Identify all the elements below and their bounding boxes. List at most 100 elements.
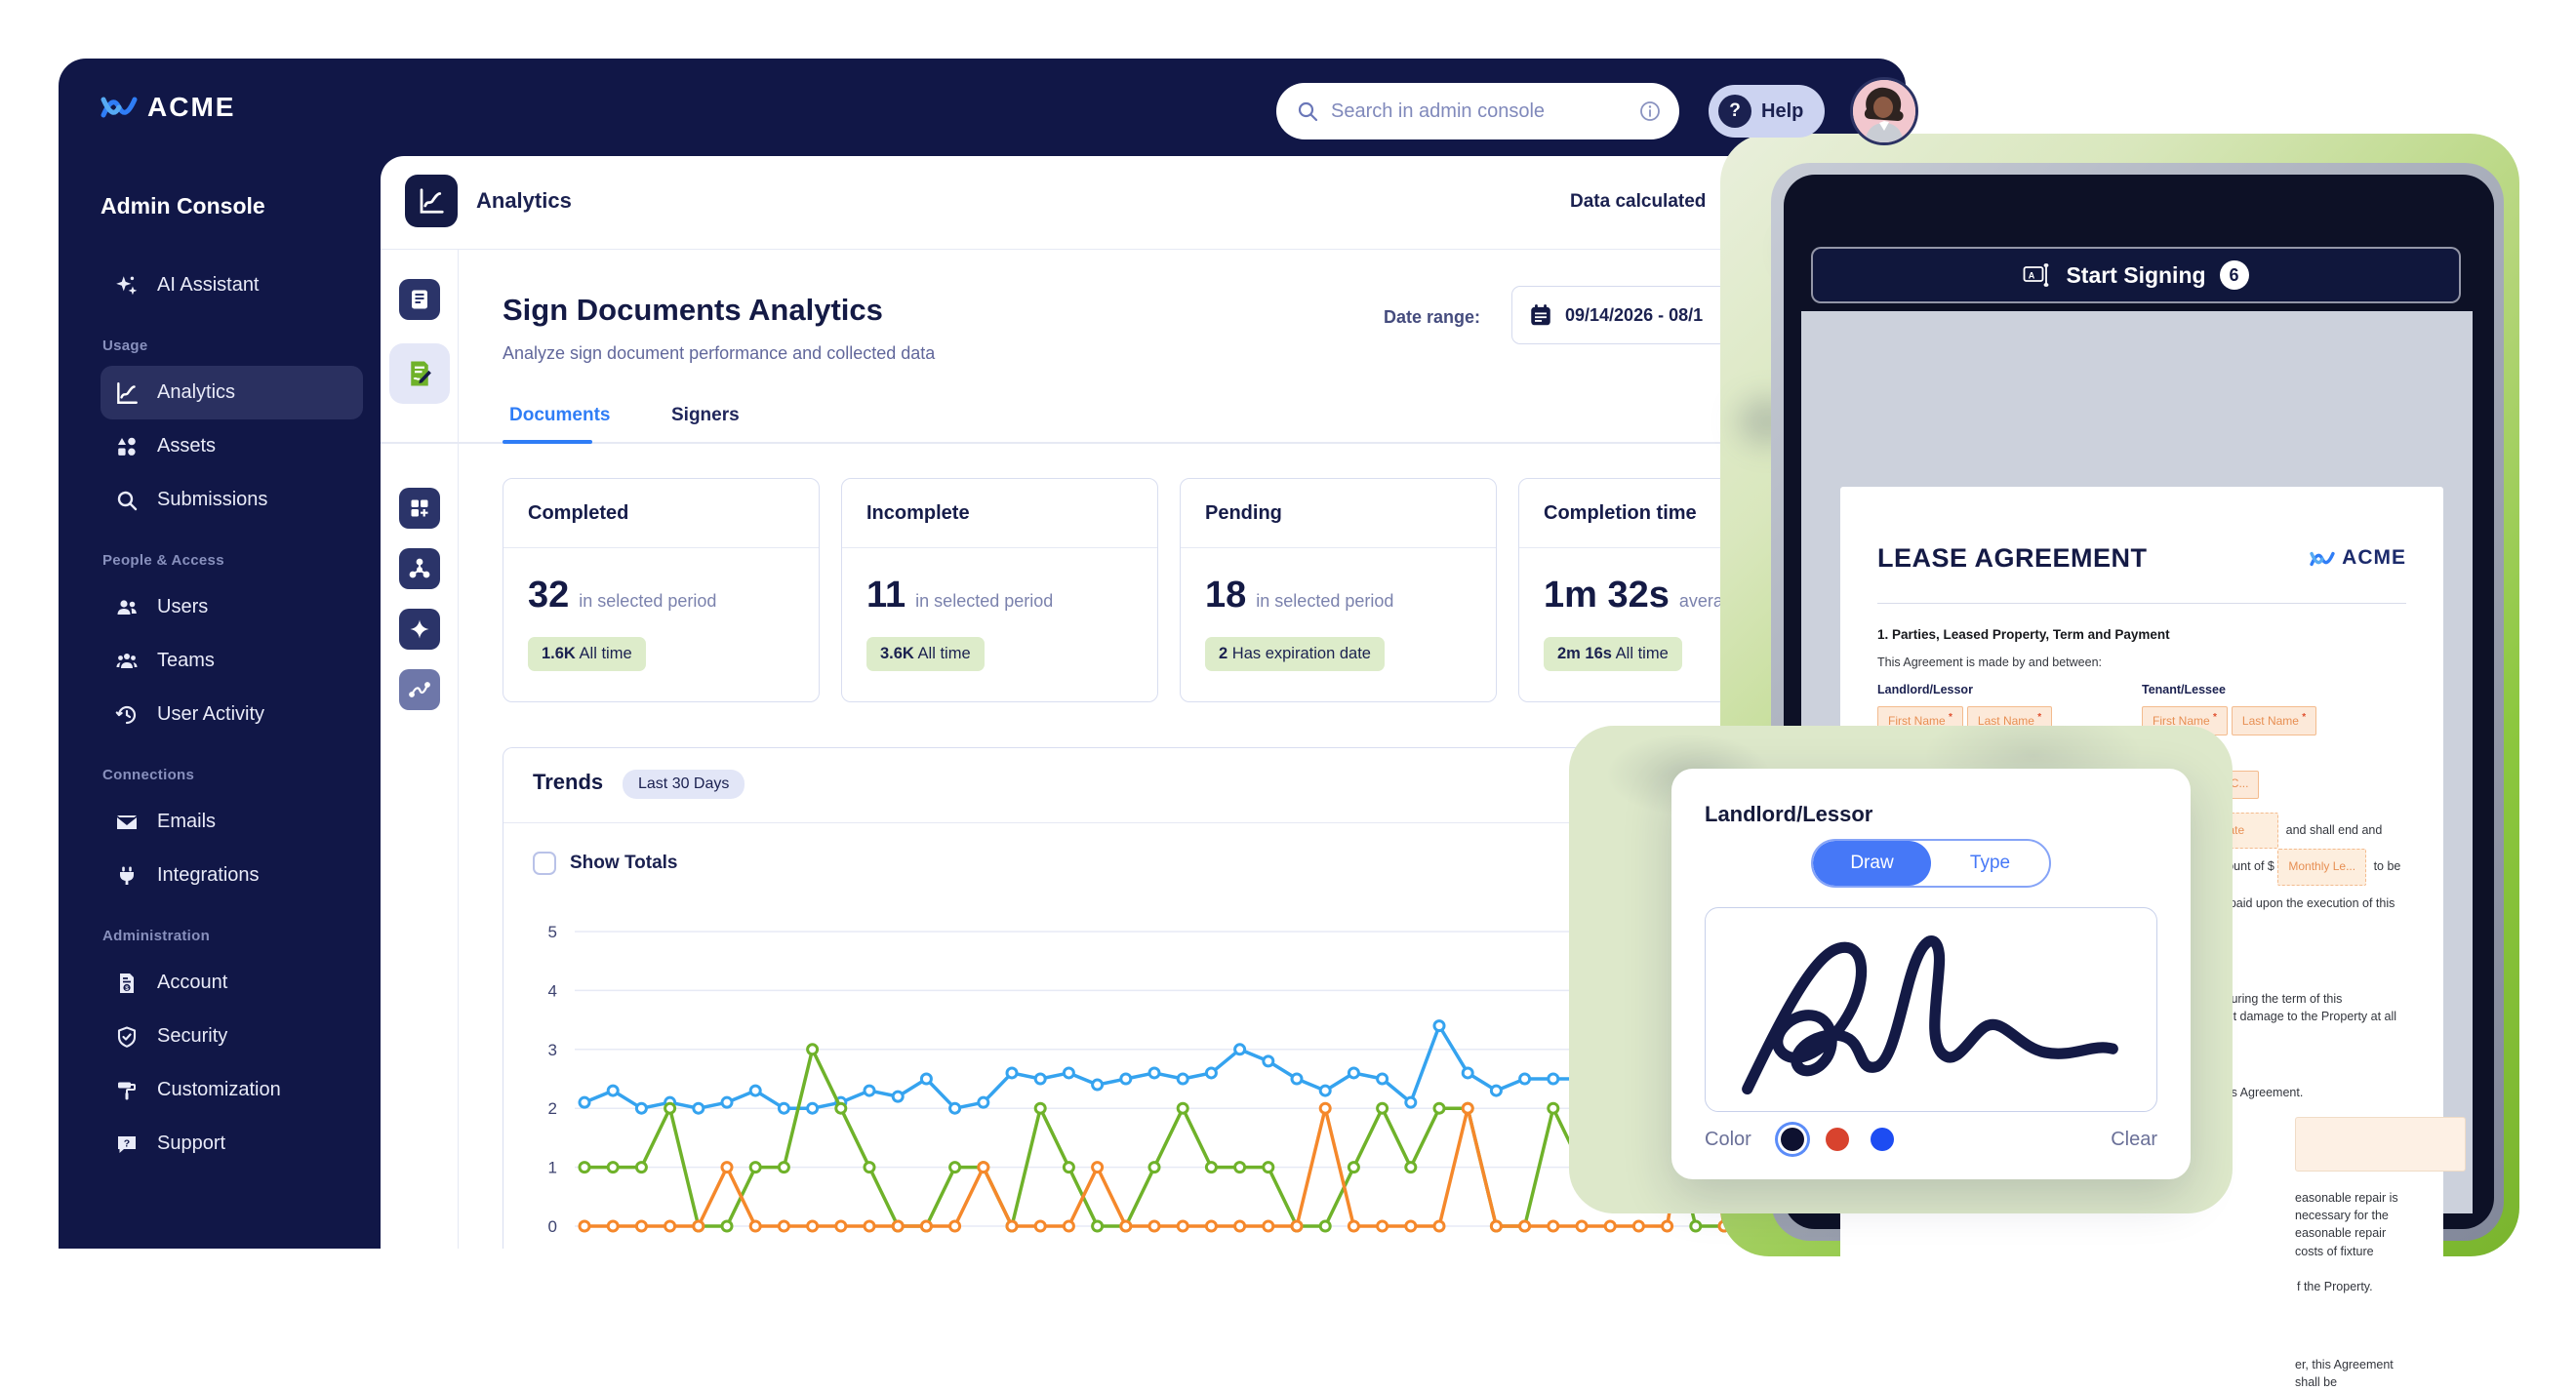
- type-tab[interactable]: Type: [1969, 853, 2011, 873]
- sidebar-item-label: Assets: [157, 435, 217, 457]
- svg-text:3: 3: [548, 1041, 557, 1059]
- rail-grid-plus-icon[interactable]: [399, 488, 440, 529]
- tab-documents[interactable]: Documents: [509, 405, 611, 425]
- svg-text:A: A: [2029, 271, 2035, 281]
- stat-card-completed: Completed 32 in selected period 1.6K All …: [503, 478, 820, 702]
- sidebar-item-label: Users: [157, 596, 209, 617]
- stat-label: Completion time: [1544, 502, 1697, 524]
- stat-badge: 1.6K All time: [528, 637, 646, 671]
- sidebar-item-label: Teams: [157, 650, 215, 671]
- sidebar-item-customization[interactable]: Customization: [101, 1063, 363, 1117]
- sidebar-item-analytics[interactable]: Analytics: [101, 366, 363, 419]
- landlord-label: Landlord/Lessor: [1877, 682, 1973, 696]
- nav-group-administration: Administration: [102, 928, 211, 944]
- rail-sign-doc-icon[interactable]: [399, 353, 440, 394]
- sidebar-item-security[interactable]: Security: [101, 1010, 363, 1063]
- drawn-signature: [1742, 935, 2118, 1095]
- tenant-label: Tenant/Lessee: [2142, 682, 2226, 696]
- document-brand-name: ACME: [2342, 546, 2406, 570]
- tab-signers[interactable]: Signers: [671, 405, 740, 425]
- stat-badge: 2 Has expiration date: [1205, 637, 1385, 671]
- stat-card-incomplete: Incomplete 11 in selected period 3.6K All…: [841, 478, 1158, 702]
- svg-text:5: 5: [548, 924, 557, 941]
- signature-canvas[interactable]: [1705, 907, 2157, 1112]
- help-button[interactable]: ? Help: [1709, 85, 1826, 138]
- sidebar-item-label: Security: [157, 1025, 228, 1047]
- chat-question-icon: ?: [114, 1132, 140, 1157]
- sidebar-item-user-activity[interactable]: User Activity: [101, 688, 363, 741]
- start-signing-label: Start Signing: [2066, 261, 2206, 288]
- color-swatch-red[interactable]: [1825, 1128, 1849, 1151]
- document-title: LEASE AGREEMENT: [1877, 543, 2148, 573]
- stat-card-pending: Pending 18 in selected period 2 Has expir…: [1180, 478, 1497, 702]
- stat-divider: [503, 547, 819, 548]
- stat-label: Incomplete: [866, 502, 970, 524]
- sidebar-item-integrations[interactable]: Integrations: [101, 849, 363, 902]
- empty-signature-field[interactable]: [2295, 1117, 2466, 1172]
- stat-badge: 2m 16s All time: [1544, 637, 1682, 671]
- sidebar-item-ai-assistant[interactable]: AI Assistant: [101, 258, 363, 312]
- sidebar-item-teams[interactable]: Teams: [101, 634, 363, 688]
- stat-unit: in selected period: [1256, 591, 1394, 611]
- tool-rail: [381, 250, 459, 1249]
- show-totals-checkbox[interactable]: Show Totals: [533, 852, 677, 875]
- rail-scribble-icon[interactable]: [399, 669, 440, 710]
- rail-workflow-icon[interactable]: [399, 548, 440, 589]
- sidebar-item-account[interactable]: $ Account: [101, 956, 363, 1010]
- search-input[interactable]: [1331, 99, 1627, 123]
- search-bar[interactable]: [1276, 83, 1679, 139]
- sidebar-item-label: Customization: [157, 1079, 281, 1100]
- nav-group-usage: Usage: [102, 338, 148, 354]
- search-icon: [114, 488, 140, 513]
- tabs-active-indicator: [503, 440, 592, 444]
- data-calculated-note: Data calculated: [1570, 191, 1707, 212]
- last-name-field[interactable]: Last Name *: [2231, 705, 2317, 736]
- panel-title: Analytics: [476, 188, 572, 213]
- date-range-value: 09/14/2026 - 08/1: [1565, 304, 1704, 325]
- monthly-lease-field[interactable]: Monthly Le...: [2277, 849, 2367, 886]
- users-icon: [114, 595, 140, 620]
- sidebar-item-label: Account: [157, 972, 228, 993]
- sidebar-item-users[interactable]: Users: [101, 580, 363, 634]
- checkbox-box[interactable]: [533, 852, 556, 875]
- analytics-tile-icon: [405, 175, 458, 227]
- svg-text:?: ?: [124, 1137, 130, 1149]
- document-fragment: easonable repair is necessary for the: [2295, 1191, 2398, 1223]
- sidebar-item-assets[interactable]: Assets: [101, 419, 363, 473]
- rail-form-doc-icon[interactable]: [399, 279, 440, 320]
- analytics-icon: [114, 380, 140, 406]
- svg-text:1: 1: [548, 1159, 557, 1177]
- svg-text:4: 4: [548, 981, 557, 1000]
- tabs-underline: [381, 442, 1906, 444]
- user-avatar[interactable]: [1850, 77, 1919, 145]
- document-fragment: f the Property.: [2297, 1279, 2373, 1293]
- start-signing-button[interactable]: A Start Signing 6: [1811, 247, 2461, 303]
- clear-button[interactable]: Clear: [2111, 1128, 2157, 1150]
- sidebar-item-submissions[interactable]: Submissions: [101, 473, 363, 527]
- svg-text:2: 2: [548, 1099, 557, 1118]
- trends-divider: [503, 822, 1856, 823]
- stat-value: 32: [528, 575, 570, 616]
- sidebar: ACME Admin Console AI Assistant Usage An…: [59, 59, 381, 1249]
- stat-label: Pending: [1205, 502, 1282, 524]
- rail-sparkle-icon[interactable]: [399, 609, 440, 650]
- sidebar-item-emails[interactable]: Emails: [101, 795, 363, 849]
- svg-text:$: $: [125, 985, 129, 992]
- draw-tab[interactable]: Draw: [1813, 841, 1931, 886]
- document-brand: ACME: [2310, 543, 2406, 573]
- question-icon: ?: [1718, 95, 1751, 128]
- color-swatch-navy[interactable]: [1780, 1128, 1804, 1151]
- sidebar-item-label: Analytics: [157, 381, 236, 403]
- plug-icon: [114, 863, 140, 889]
- info-icon[interactable]: [1638, 99, 1662, 123]
- header-divider: [381, 249, 1906, 250]
- section1-heading: 1. Parties, Leased Property, Term and Pa…: [1877, 627, 2170, 643]
- sidebar-item-label: Emails: [157, 811, 217, 832]
- stat-value: 11: [866, 575, 906, 616]
- document-divider: [1877, 603, 2406, 605]
- teams-icon: [114, 649, 140, 674]
- search-icon: [1296, 99, 1319, 123]
- stat-badge: 3.6K All time: [866, 637, 985, 671]
- sidebar-item-support[interactable]: ? Support: [101, 1117, 363, 1171]
- color-swatch-blue[interactable]: [1870, 1128, 1894, 1151]
